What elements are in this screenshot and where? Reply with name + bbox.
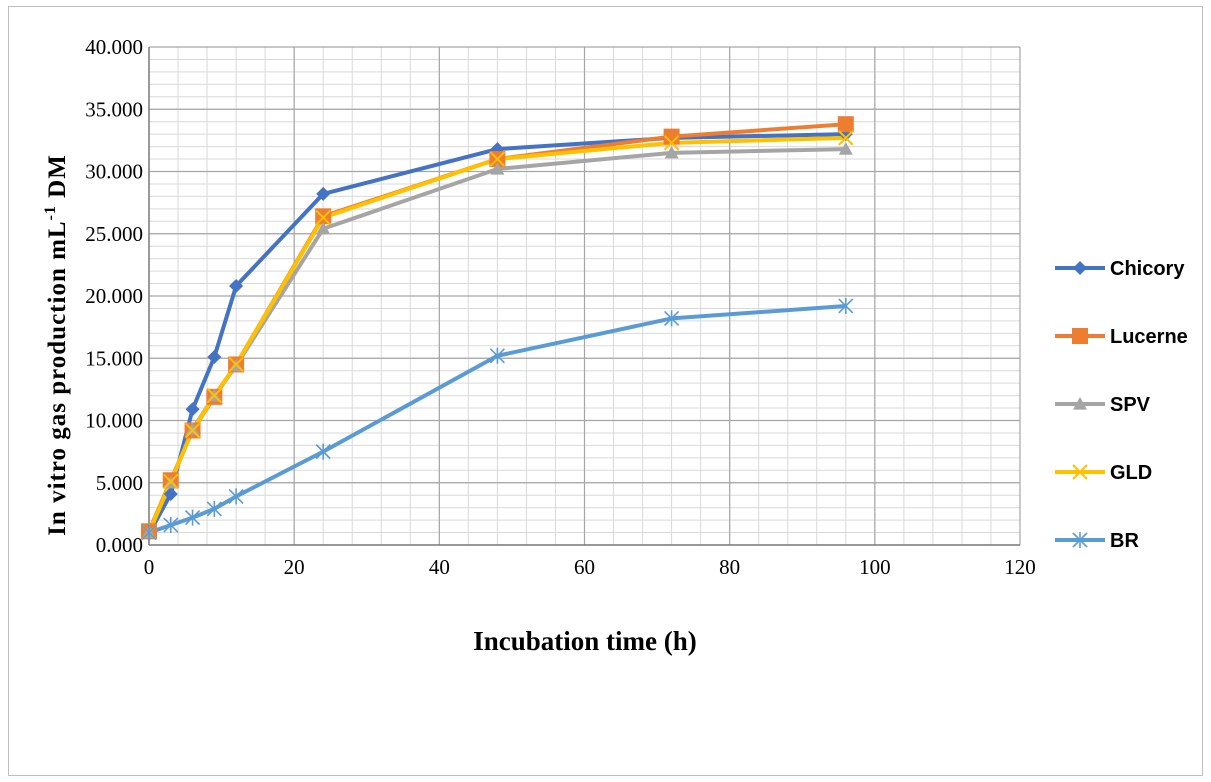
data-point-spv: [664, 145, 679, 159]
data-point-br: [184, 509, 201, 526]
data-point-chicory: [185, 402, 200, 417]
legend: Chicory Lucerne SPV GLD BR: [1055, 258, 1188, 552]
data-point-br: [163, 517, 179, 534]
x-marker-stroke: [184, 422, 201, 439]
legend-item-chicory: Chicory: [1055, 258, 1185, 280]
legend-label: Chicory: [1110, 258, 1185, 280]
data-point-lucerne: [837, 116, 854, 133]
x-tick-label: 100: [859, 555, 891, 579]
y-axis-title-main: In vitro gas production mL: [44, 220, 71, 535]
chart-frame: 0.000 5.000 10.000 15.000 20.000 25.000 30.000…: [8, 6, 1203, 776]
legend-item-gld: GLD: [1055, 462, 1152, 484]
data-point-spv: [838, 142, 853, 155]
y-tick-label: 30.000: [85, 160, 143, 184]
data-point-br: [315, 443, 331, 460]
x-marker-stroke: [663, 135, 680, 151]
data-point-br: [838, 297, 854, 314]
legend-item-lucerne: Lucerne: [1055, 326, 1188, 348]
series-markers: [141, 116, 854, 541]
x-tick-labels: 0 20 40 60 80 100 120: [144, 555, 1036, 579]
x-marker-stroke: [163, 473, 179, 490]
x-marker-stroke: [1072, 464, 1088, 480]
data-point-spv: [316, 221, 331, 235]
data-point-gld: [163, 473, 179, 490]
legend-swatch-marker: [1072, 532, 1088, 548]
x-marker-stroke: [489, 151, 506, 167]
y-axis-title-sup: -1: [42, 205, 59, 220]
x-marker-stroke: [838, 130, 854, 146]
data-point-gld: [228, 356, 244, 373]
data-point-br: [489, 347, 505, 364]
line-chart: 0.000 5.000 10.000 15.000 20.000 25.000 30.000…: [42, 35, 1188, 656]
data-point-spv: [185, 422, 200, 435]
x-marker-stroke: [206, 387, 223, 404]
data-point-br: [206, 500, 222, 517]
legend-label: BR: [1110, 530, 1139, 552]
x-tick-label: 20: [284, 555, 305, 579]
data-point-br: [141, 524, 157, 541]
y-axis-title-tail: DM: [44, 154, 71, 205]
x-tick-label: 40: [429, 555, 450, 579]
data-point-chicory: [316, 186, 331, 201]
x-marker-stroke: [228, 356, 244, 373]
x-marker-stroke: [315, 209, 331, 226]
legend-item-br: BR: [1055, 530, 1139, 552]
legend-label: SPV: [1110, 394, 1151, 416]
data-point-br: [664, 310, 680, 327]
y-tick-label: 10.000: [85, 409, 143, 433]
y-axis-title: In vitro gas production mL-1 DM: [42, 154, 71, 536]
x-tick-label: 60: [574, 555, 595, 579]
legend-label: GLD: [1110, 462, 1152, 484]
x-axis-title: Incubation time (h): [473, 626, 697, 656]
x-tick-label: 120: [1004, 555, 1036, 579]
data-point-gld: [206, 387, 223, 404]
data-point-chicory: [207, 350, 222, 365]
y-tick-label: 0.000: [96, 533, 143, 557]
data-point-gld: [838, 130, 854, 146]
data-point-gld: [315, 209, 331, 226]
data-point-lucerne: [663, 128, 680, 145]
data-point-gld: [663, 135, 680, 151]
legend-item-spv: SPV: [1055, 394, 1151, 416]
legend-label: Lucerne: [1110, 326, 1188, 348]
y-tick-label: 20.000: [85, 284, 143, 308]
data-point-gld: [489, 151, 506, 167]
data-point-chicory: [229, 279, 244, 294]
legend-swatch-marker: [1072, 328, 1088, 344]
data-point-gld: [184, 422, 201, 439]
axes: [148, 47, 1020, 546]
y-tick-label: 35.000: [85, 97, 143, 121]
x-tick-label: 80: [719, 555, 740, 579]
data-point-spv: [490, 162, 505, 175]
y-tick-labels: 0.000 5.000 10.000 15.000 20.000 25.000 30.000…: [85, 35, 143, 557]
y-tick-label: 5.000: [96, 471, 143, 495]
data-point-chicory: [163, 486, 178, 501]
legend-swatch-marker: [1072, 464, 1088, 480]
y-tick-label: 25.000: [85, 222, 143, 246]
x-tick-label: 0: [144, 555, 155, 579]
data-point-br: [228, 488, 244, 505]
y-tick-label: 40.000: [85, 35, 143, 59]
legend-swatch-marker: [1073, 397, 1087, 410]
y-tick-label: 15.000: [85, 346, 143, 370]
legend-swatch-marker: [1073, 261, 1087, 275]
